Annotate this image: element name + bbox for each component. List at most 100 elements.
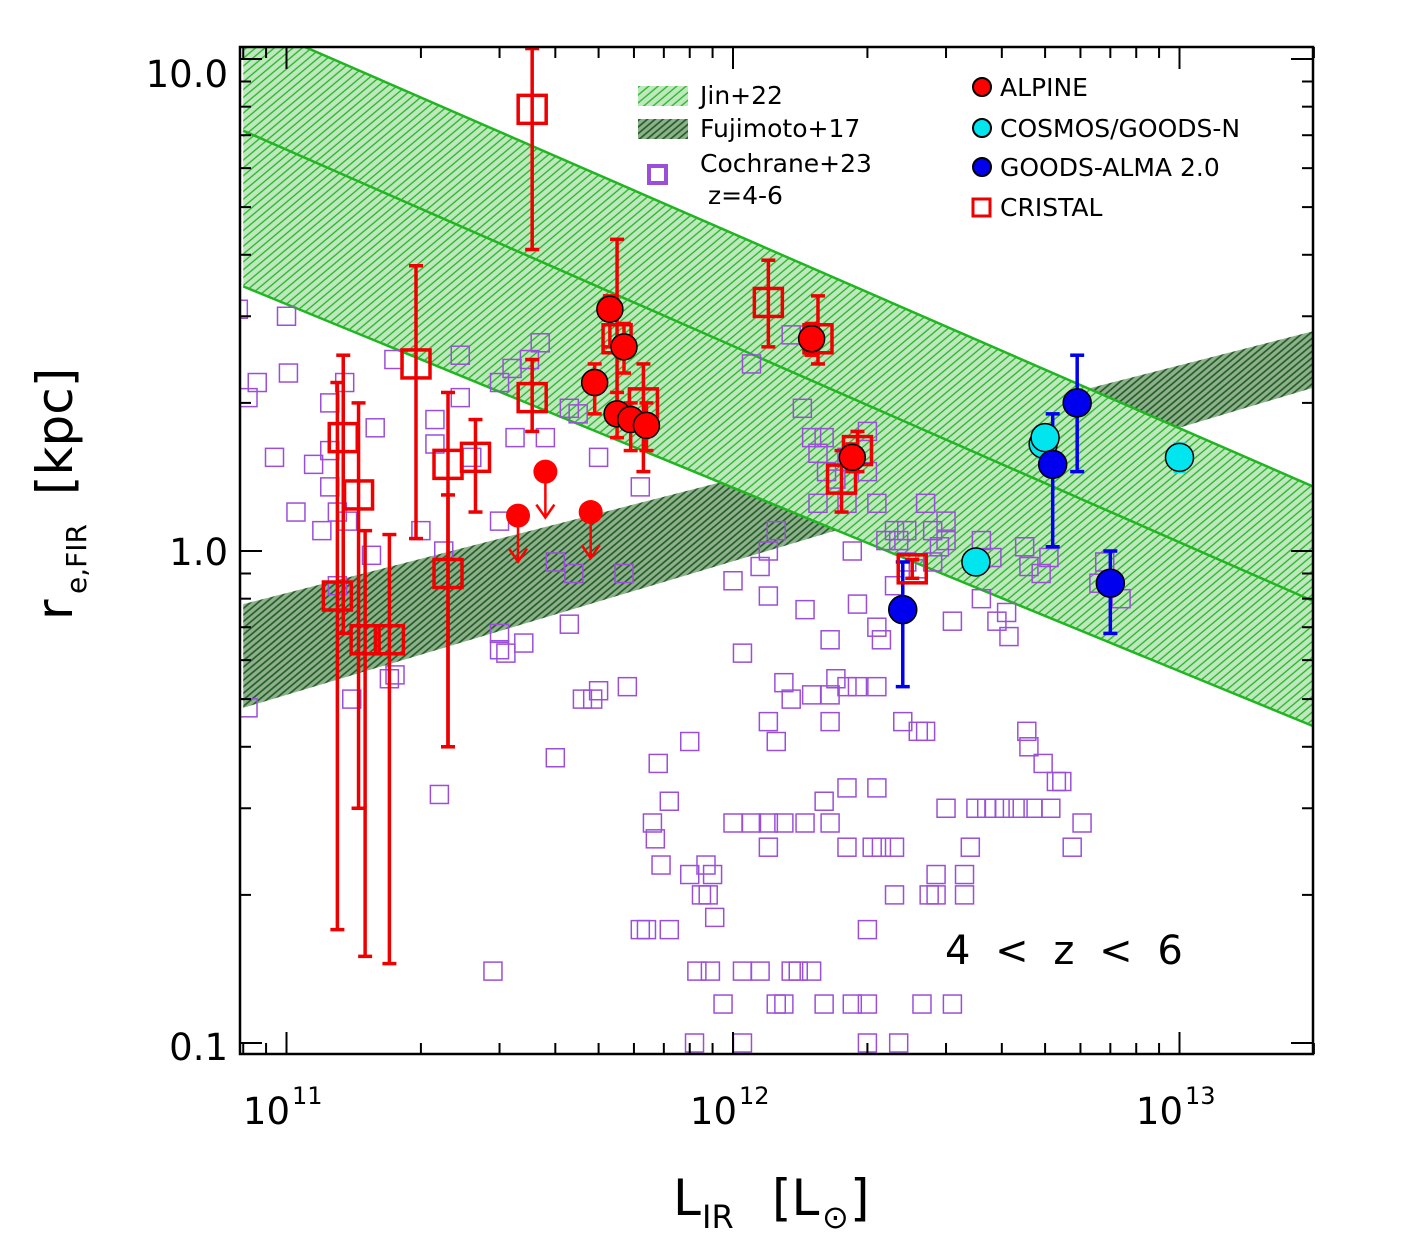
legend: Jin+22 Fujimoto+17 Cochrane+23 z=4-6 ALP… <box>638 73 1240 222</box>
cochrane-point <box>545 552 566 572</box>
cochrane-point <box>820 685 840 705</box>
legend-label-cristal: CRISTAL <box>1000 193 1103 222</box>
cochrane-point <box>704 907 725 928</box>
cochrane-point <box>489 372 510 393</box>
cochrane-point <box>483 961 503 981</box>
cochrane-point <box>651 855 671 875</box>
cochrane-point <box>687 961 707 981</box>
cochrane-point <box>741 813 762 833</box>
cristal-point <box>342 479 375 511</box>
cochrane-point <box>867 617 887 637</box>
cochrane-point <box>936 511 956 531</box>
cochrane-point <box>766 520 787 541</box>
cochrane-point <box>684 1033 705 1053</box>
cochrane-point <box>884 837 905 857</box>
cochrane-point <box>545 747 566 768</box>
cochrane-point <box>732 961 753 981</box>
x-tick-label-1e11: 10 <box>243 1090 290 1133</box>
cochrane-point <box>774 994 794 1014</box>
cochrane-point <box>750 556 770 577</box>
cochrane-point <box>535 427 556 448</box>
cristal-point <box>432 557 464 590</box>
cochrane-point <box>966 798 986 819</box>
cochrane-point <box>264 447 285 468</box>
cochrane-point <box>984 798 1005 819</box>
cochrane-point <box>919 885 939 905</box>
alpine-upper-limit-head <box>507 547 529 564</box>
cochrane-point <box>926 885 946 905</box>
x-axis-title: L IR [L ⊙ ] <box>673 1169 870 1234</box>
cochrane-point <box>801 685 822 705</box>
cochrane-point <box>1062 837 1082 857</box>
cristal-point <box>896 553 928 585</box>
cochrane-point <box>1014 537 1035 557</box>
legend-marker-goods-alma <box>972 157 992 177</box>
cristal-point <box>349 624 381 656</box>
alpine-upper-limit-point <box>578 500 603 525</box>
cochrane-point <box>1052 771 1072 792</box>
cochrane-point <box>897 520 917 541</box>
x-axis-title-unit: [L <box>772 1169 820 1227</box>
cochrane-point <box>462 447 482 468</box>
cochrane-point <box>732 643 753 663</box>
legend-marker-alpine <box>972 77 992 97</box>
goods-alma-point <box>888 594 918 625</box>
cochrane-point <box>630 477 651 497</box>
cochrane-point <box>996 602 1017 623</box>
x-tick-label-1e13: 10 <box>1136 1090 1183 1133</box>
goods-alma-point <box>1062 388 1092 418</box>
cochrane-point <box>572 689 593 709</box>
cochrane-point <box>636 919 657 940</box>
cochrane-point <box>1072 813 1092 833</box>
x-tick-exp-1e11: 11 <box>292 1082 323 1110</box>
jin22-band <box>243 47 1313 727</box>
legend-label-cosmos: COSMOS/GOODS-N <box>1000 114 1240 143</box>
cochrane-point <box>568 404 588 424</box>
cristal-point <box>516 93 548 126</box>
cochrane-point <box>788 961 808 981</box>
legend-marker-jin <box>638 86 688 106</box>
y-axis-title-main: r <box>26 599 84 620</box>
cochrane-point <box>691 885 712 905</box>
cochrane-point <box>876 530 896 551</box>
cochrane-point <box>814 427 834 448</box>
alpine-point <box>610 333 638 361</box>
cosmos-goodsn-point <box>1164 442 1195 473</box>
y-tick-label-0.1: 0.1 <box>169 1026 228 1069</box>
cochrane-point <box>732 1033 753 1053</box>
cochrane-point <box>814 791 834 812</box>
alpine-upper-limit-point <box>506 503 531 528</box>
cochrane-point <box>926 864 946 885</box>
legend-label-cochrane-z: z=4-6 <box>708 181 783 210</box>
y-axis-title-unit: [kpc] <box>26 368 84 495</box>
cochrane-point <box>774 813 794 833</box>
legend-label-alpine: ALPINE <box>1000 73 1088 102</box>
cochrane-point <box>502 358 522 379</box>
cochrane-point <box>630 919 651 940</box>
cochrane-point <box>588 680 609 701</box>
alpine-upper-limit-head <box>535 503 556 520</box>
cochrane-point <box>588 447 609 468</box>
cochrane-point <box>659 791 680 812</box>
cochrane-point <box>826 668 846 689</box>
cochrane-point <box>820 711 840 732</box>
cochrane-point <box>971 588 992 609</box>
cochrane-point <box>425 409 445 430</box>
alpine-upper-limit-head <box>580 544 601 561</box>
cristal-point <box>327 421 360 454</box>
cochrane-point <box>559 614 580 634</box>
cochrane-point <box>884 575 905 596</box>
cochrane-point <box>912 994 932 1014</box>
cochrane-point <box>847 594 868 614</box>
cochrane-point <box>1041 798 1061 819</box>
cochrane-point <box>837 778 857 798</box>
cochrane-point <box>564 563 584 584</box>
cochrane-point <box>659 919 680 940</box>
cochrane-point <box>489 511 510 531</box>
cochrane-point <box>888 530 909 551</box>
legend-marker-cristal <box>971 197 992 218</box>
cochrane-point <box>929 537 950 557</box>
legend-label-fujimoto: Fujimoto+17 <box>700 114 860 143</box>
cochrane-point <box>496 643 516 663</box>
cochrane-point <box>774 672 794 693</box>
